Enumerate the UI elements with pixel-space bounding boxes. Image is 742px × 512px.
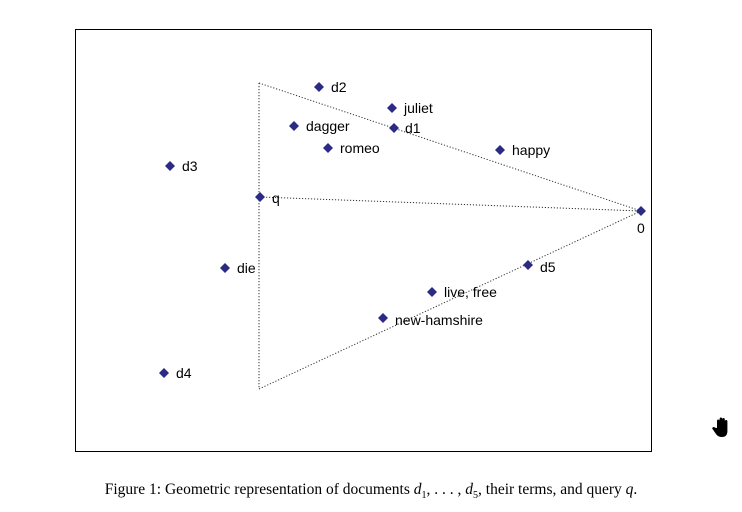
point-live-free: live, free (427, 284, 497, 300)
point-d4: d4 (159, 365, 192, 381)
point-label: romeo (340, 140, 380, 156)
point-label: live, free (444, 284, 497, 300)
diamond-marker (378, 313, 388, 323)
point-label: dagger (306, 118, 350, 134)
point-dagger: dagger (289, 118, 350, 134)
point-d5: d5 (523, 259, 556, 275)
diamond-marker (255, 192, 265, 202)
point-d1: d1 (389, 120, 421, 136)
document-space-diagram: d2 juliet dagger d1 romeo happy d3 q 0 die d5 live,… (75, 29, 652, 452)
caption-end: . (633, 481, 638, 498)
point-label: die (237, 260, 256, 276)
point-origin: 0 (636, 206, 646, 236)
point-label: d5 (540, 259, 556, 275)
figure-caption: Figure 1: Geometric representation of do… (0, 481, 742, 501)
diamond-marker (289, 121, 299, 131)
point-juliet: juliet (387, 100, 433, 116)
point-new-hamshire: new-hamshire (378, 312, 483, 328)
point-d2: d2 (314, 79, 347, 95)
caption-prefix: Figure 1: Geometric representation of do… (104, 481, 414, 498)
diamond-marker (387, 103, 397, 113)
point-label: happy (512, 142, 550, 158)
diamond-marker (220, 263, 230, 273)
point-label: d3 (182, 158, 198, 174)
diamond-marker (323, 143, 333, 153)
edge-q-origin (259, 196, 642, 212)
diamond-marker (427, 287, 437, 297)
caption-q-symbol: q (625, 481, 634, 498)
dotted-edges (258, 82, 642, 390)
diamond-marker (165, 161, 175, 171)
point-label: new-hamshire (395, 312, 483, 328)
point-label: juliet (403, 100, 433, 116)
caption-ellipsis: , . . . , (426, 481, 466, 498)
caption-d1-symbol: d (413, 481, 422, 498)
edge-d4-corner-origin (258, 210, 642, 390)
point-label: q (272, 190, 280, 206)
diamond-marker (159, 368, 169, 378)
point-label: d1 (405, 120, 421, 136)
diamond-marker (389, 123, 399, 133)
point-romeo: romeo (323, 140, 380, 156)
point-q: q (255, 190, 280, 206)
point-label: 0 (637, 220, 645, 236)
caption-suffix: , their terms, and query (478, 481, 626, 498)
hand-cursor-icon (712, 417, 728, 437)
diamond-marker (636, 206, 646, 216)
plot-frame (75, 29, 652, 452)
point-die: die (220, 260, 256, 276)
diamond-marker (523, 260, 533, 270)
point-label: d2 (331, 79, 347, 95)
edge-d2-corner-origin (258, 82, 642, 212)
point-d3: d3 (165, 158, 198, 174)
diamond-marker (495, 145, 505, 155)
caption-d5-symbol: d (465, 481, 474, 498)
point-happy: happy (495, 142, 550, 158)
point-label: d4 (176, 365, 192, 381)
caption-subscript-1: 1 (421, 490, 427, 502)
caption-subscript-5: 5 (473, 490, 479, 502)
diamond-marker (314, 82, 324, 92)
points-layer: d2 juliet dagger d1 romeo happy d3 q 0 die d5 live,… (159, 79, 646, 381)
